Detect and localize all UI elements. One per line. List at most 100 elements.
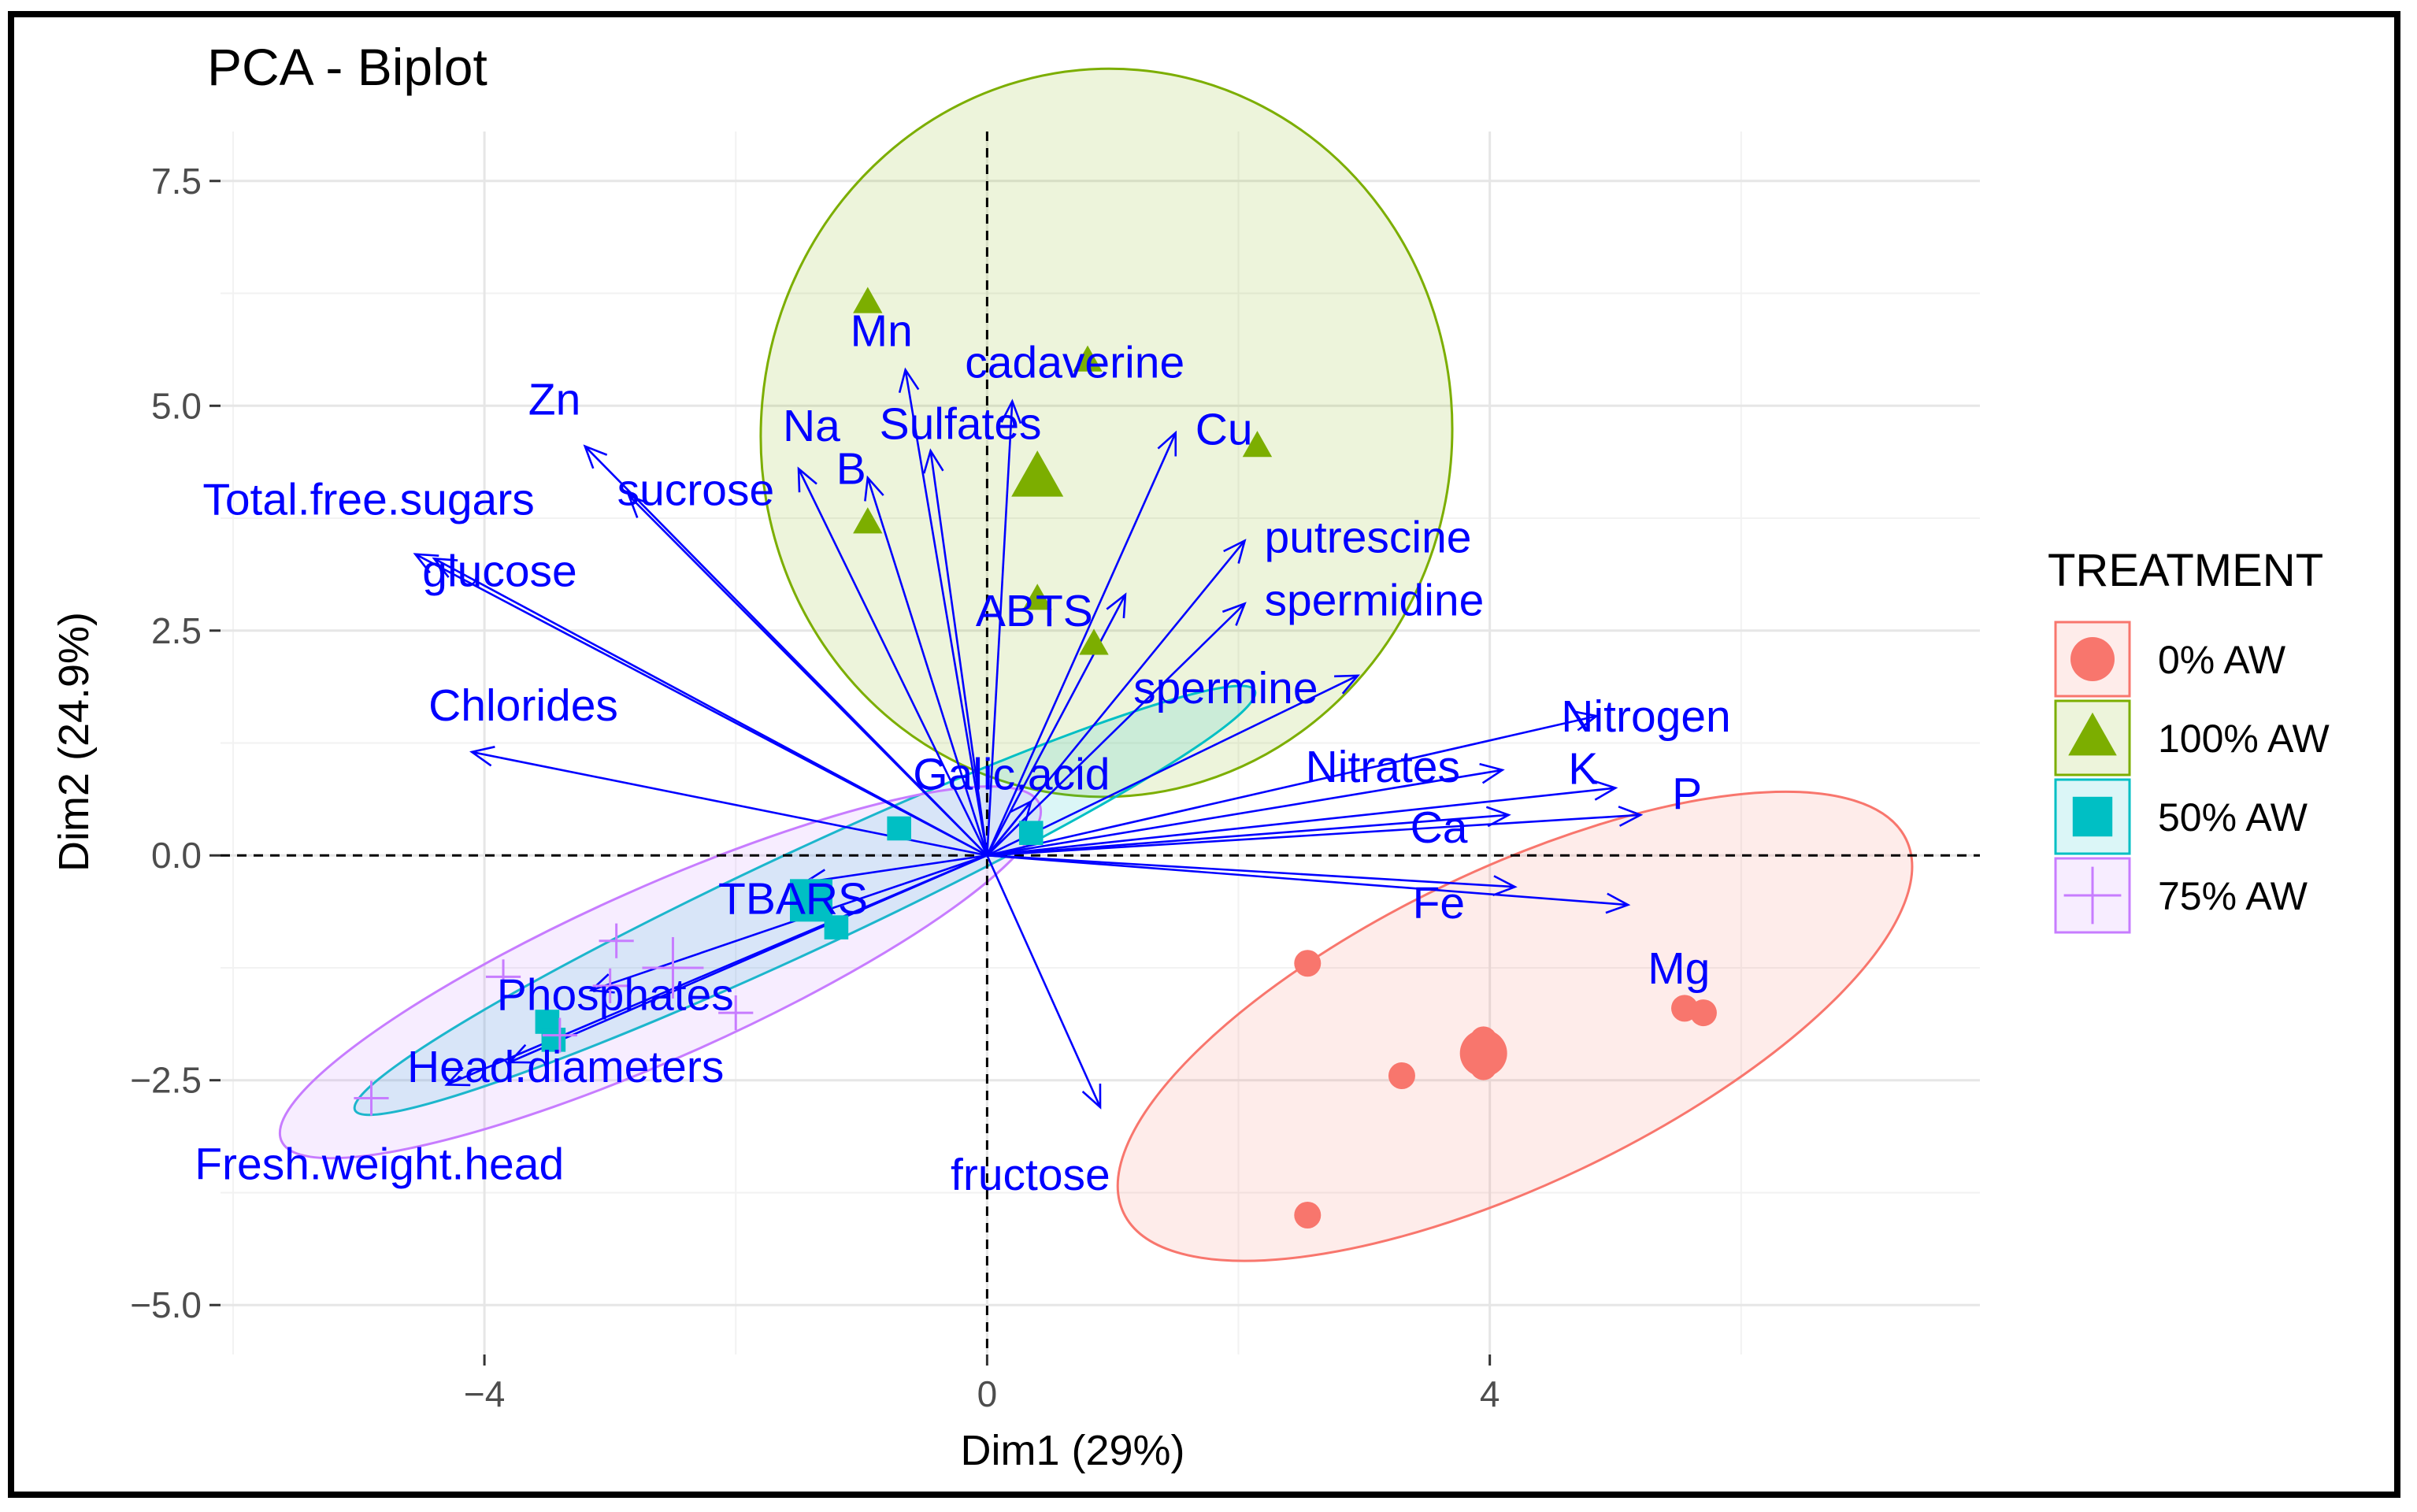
centroid-100-aw — [1011, 450, 1064, 497]
group-centroids — [642, 450, 1507, 1077]
legend-symbol-75-aw — [2063, 866, 2122, 925]
arrow-shaft — [986, 800, 1032, 857]
y-tick-label: 5.0 — [151, 385, 202, 426]
variable-label-na: Na — [783, 401, 840, 451]
y-tick-label: 0.0 — [151, 835, 202, 876]
variable-label-abts: ABTS — [976, 586, 1093, 636]
arrow-k — [987, 780, 1618, 857]
arrow-head — [1479, 762, 1505, 784]
arrow-b — [864, 475, 988, 856]
point-100-aw — [1022, 584, 1052, 610]
variable-label-fructose: fructose — [951, 1150, 1110, 1200]
variable-label-mg: Mg — [1648, 943, 1710, 994]
arrow-nitrogen — [987, 710, 1600, 857]
variable-label-tbars: TBARS — [718, 873, 868, 924]
variable-label-fresh-weight-head: Fresh.weight.head — [195, 1139, 564, 1189]
arrow-shaft — [986, 432, 1177, 856]
arrow-shaft — [986, 401, 1014, 856]
arrow-shaft — [987, 714, 1597, 857]
point-75-aw — [354, 1080, 389, 1116]
variable-label-chlorides: Chlorides — [428, 680, 618, 731]
arrow-head — [1334, 674, 1360, 695]
y-tick-label: 2.5 — [151, 610, 202, 651]
arrow-shaft — [987, 787, 1616, 857]
legend-title: TREATMENT — [2048, 545, 2323, 596]
arrow-head — [1618, 806, 1644, 827]
legend-item-50-aw: 50% AW — [2054, 778, 2308, 855]
arrow-shaft — [866, 477, 988, 856]
arrow-head — [583, 444, 608, 469]
variable-label-glucose: glucose — [422, 546, 576, 596]
variable-label-mn: Mn — [851, 306, 913, 357]
arrow-shaft — [987, 854, 1515, 888]
point-100-aw — [853, 287, 883, 313]
arrow-mg — [987, 854, 1631, 914]
legend-symbol-0-aw — [2070, 637, 2115, 681]
legend-label-100-aw: 100% AW — [2158, 717, 2330, 761]
variable-label-k: K — [1568, 744, 1598, 795]
arrow-head — [1223, 539, 1247, 564]
arrow-spermine — [986, 674, 1360, 857]
arrow-fructose — [986, 854, 1102, 1110]
arrow-shaft — [987, 813, 1641, 857]
y-tick-label: 7.5 — [151, 161, 202, 202]
arrow-head — [444, 1066, 471, 1087]
arrow-head — [469, 746, 495, 767]
arrow-spermidine — [986, 602, 1247, 857]
arrow-shaft — [929, 450, 988, 856]
variable-label-phosphates: Phosphates — [497, 970, 734, 1021]
point-75-aw — [592, 968, 628, 1003]
variable-label-sucrose: sucrose — [617, 465, 775, 515]
point-100-aw — [1242, 431, 1273, 458]
y-tick-label: −5.0 — [130, 1284, 202, 1325]
point-75-aw — [485, 959, 521, 995]
x-tick-label: −4 — [464, 1373, 505, 1414]
legend-item-0-aw: 0% AW — [2054, 621, 2286, 698]
arrow-head — [1221, 602, 1247, 626]
variable-label-nitrogen: Nitrogen — [1561, 691, 1730, 742]
arrow-head — [1573, 710, 1600, 732]
arrow-shaft — [433, 558, 988, 857]
variable-label-zn: Zn — [528, 375, 581, 425]
point-50-aw — [1018, 821, 1044, 845]
arrow-head — [1485, 806, 1511, 828]
legend: TREATMENT 0% AW 100% AW 50% AW 75% AW — [2048, 545, 2330, 934]
arrow-fe — [987, 854, 1518, 897]
point-0-aw — [1689, 999, 1717, 1027]
arrow-head — [627, 494, 652, 518]
point-100-aw — [1073, 345, 1103, 372]
arrow-na — [797, 466, 988, 856]
grid-minor — [221, 132, 1980, 1354]
arrow-galic-acid — [986, 799, 1033, 857]
arrow-shaft — [797, 468, 988, 856]
arrow-nitrates — [987, 762, 1505, 857]
arrow-head — [432, 557, 458, 578]
arrow-fresh-weight-head — [444, 854, 988, 1087]
reference-lines — [221, 132, 1980, 1354]
arrow-cu — [986, 430, 1177, 856]
variable-label-cu: Cu — [1196, 405, 1253, 455]
point-0-aw — [1294, 950, 1322, 977]
arrow-head — [1081, 1083, 1102, 1110]
variable-label-sulfates: Sulfates — [880, 398, 1042, 449]
legend-symbol-100-aw — [2068, 712, 2117, 756]
variable-label-galic-acid: Galic.acid — [913, 750, 1110, 800]
variable-label-b: B — [836, 444, 866, 495]
point-100-aw — [1079, 628, 1109, 655]
arrow-head — [1106, 592, 1127, 619]
arrow-head — [1000, 398, 1022, 424]
arrow-head — [1492, 875, 1518, 897]
point-75-aw — [542, 1017, 577, 1053]
point-75-aw — [718, 995, 754, 1031]
arrow-shaft — [446, 854, 988, 1086]
variable-label-total-free-sugars: Total.free.sugars — [202, 475, 534, 525]
arrow-shaft — [986, 602, 1246, 857]
variable-labels: Mn cadaverine Na Sulfates B Zn Total.free.suga… — [195, 306, 1731, 1200]
centroid-50-aw — [789, 879, 832, 922]
arrow-head — [1157, 430, 1177, 457]
arrow-head — [588, 973, 615, 994]
arrow-head — [413, 553, 439, 574]
point-0-aw — [1294, 1202, 1322, 1229]
x-tick-label: 0 — [977, 1373, 998, 1414]
arrow-shaft — [986, 854, 1102, 1108]
